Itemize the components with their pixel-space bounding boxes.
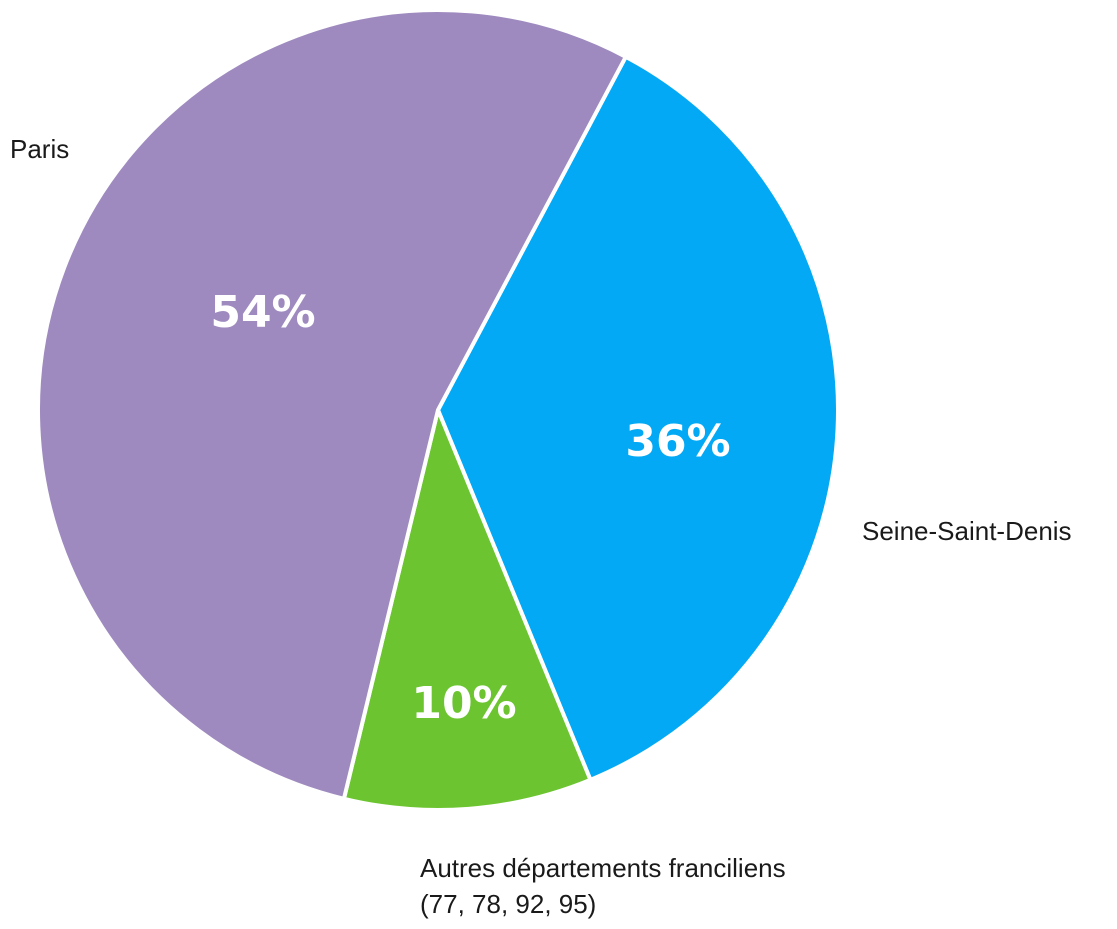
pie-slice-paris: [36, 8, 628, 801]
pie-slice-seine-saint-denis: [436, 54, 840, 782]
category-label-autres-line-2: (77, 78, 92, 95): [420, 889, 596, 919]
category-label-seine-saint-denis: Seine-Saint-Denis: [862, 516, 1072, 546]
percent-label-paris: 54%: [210, 287, 315, 338]
pie-slices: [36, 8, 840, 812]
category-label-paris: Paris: [10, 134, 69, 164]
percent-label-autres: 10%: [411, 678, 516, 729]
pie-slice-autres: [341, 408, 593, 812]
category-label-autres-line-1: Autres départements franciliens: [420, 853, 786, 883]
percent-label-seine-saint-denis: 36%: [625, 416, 730, 467]
